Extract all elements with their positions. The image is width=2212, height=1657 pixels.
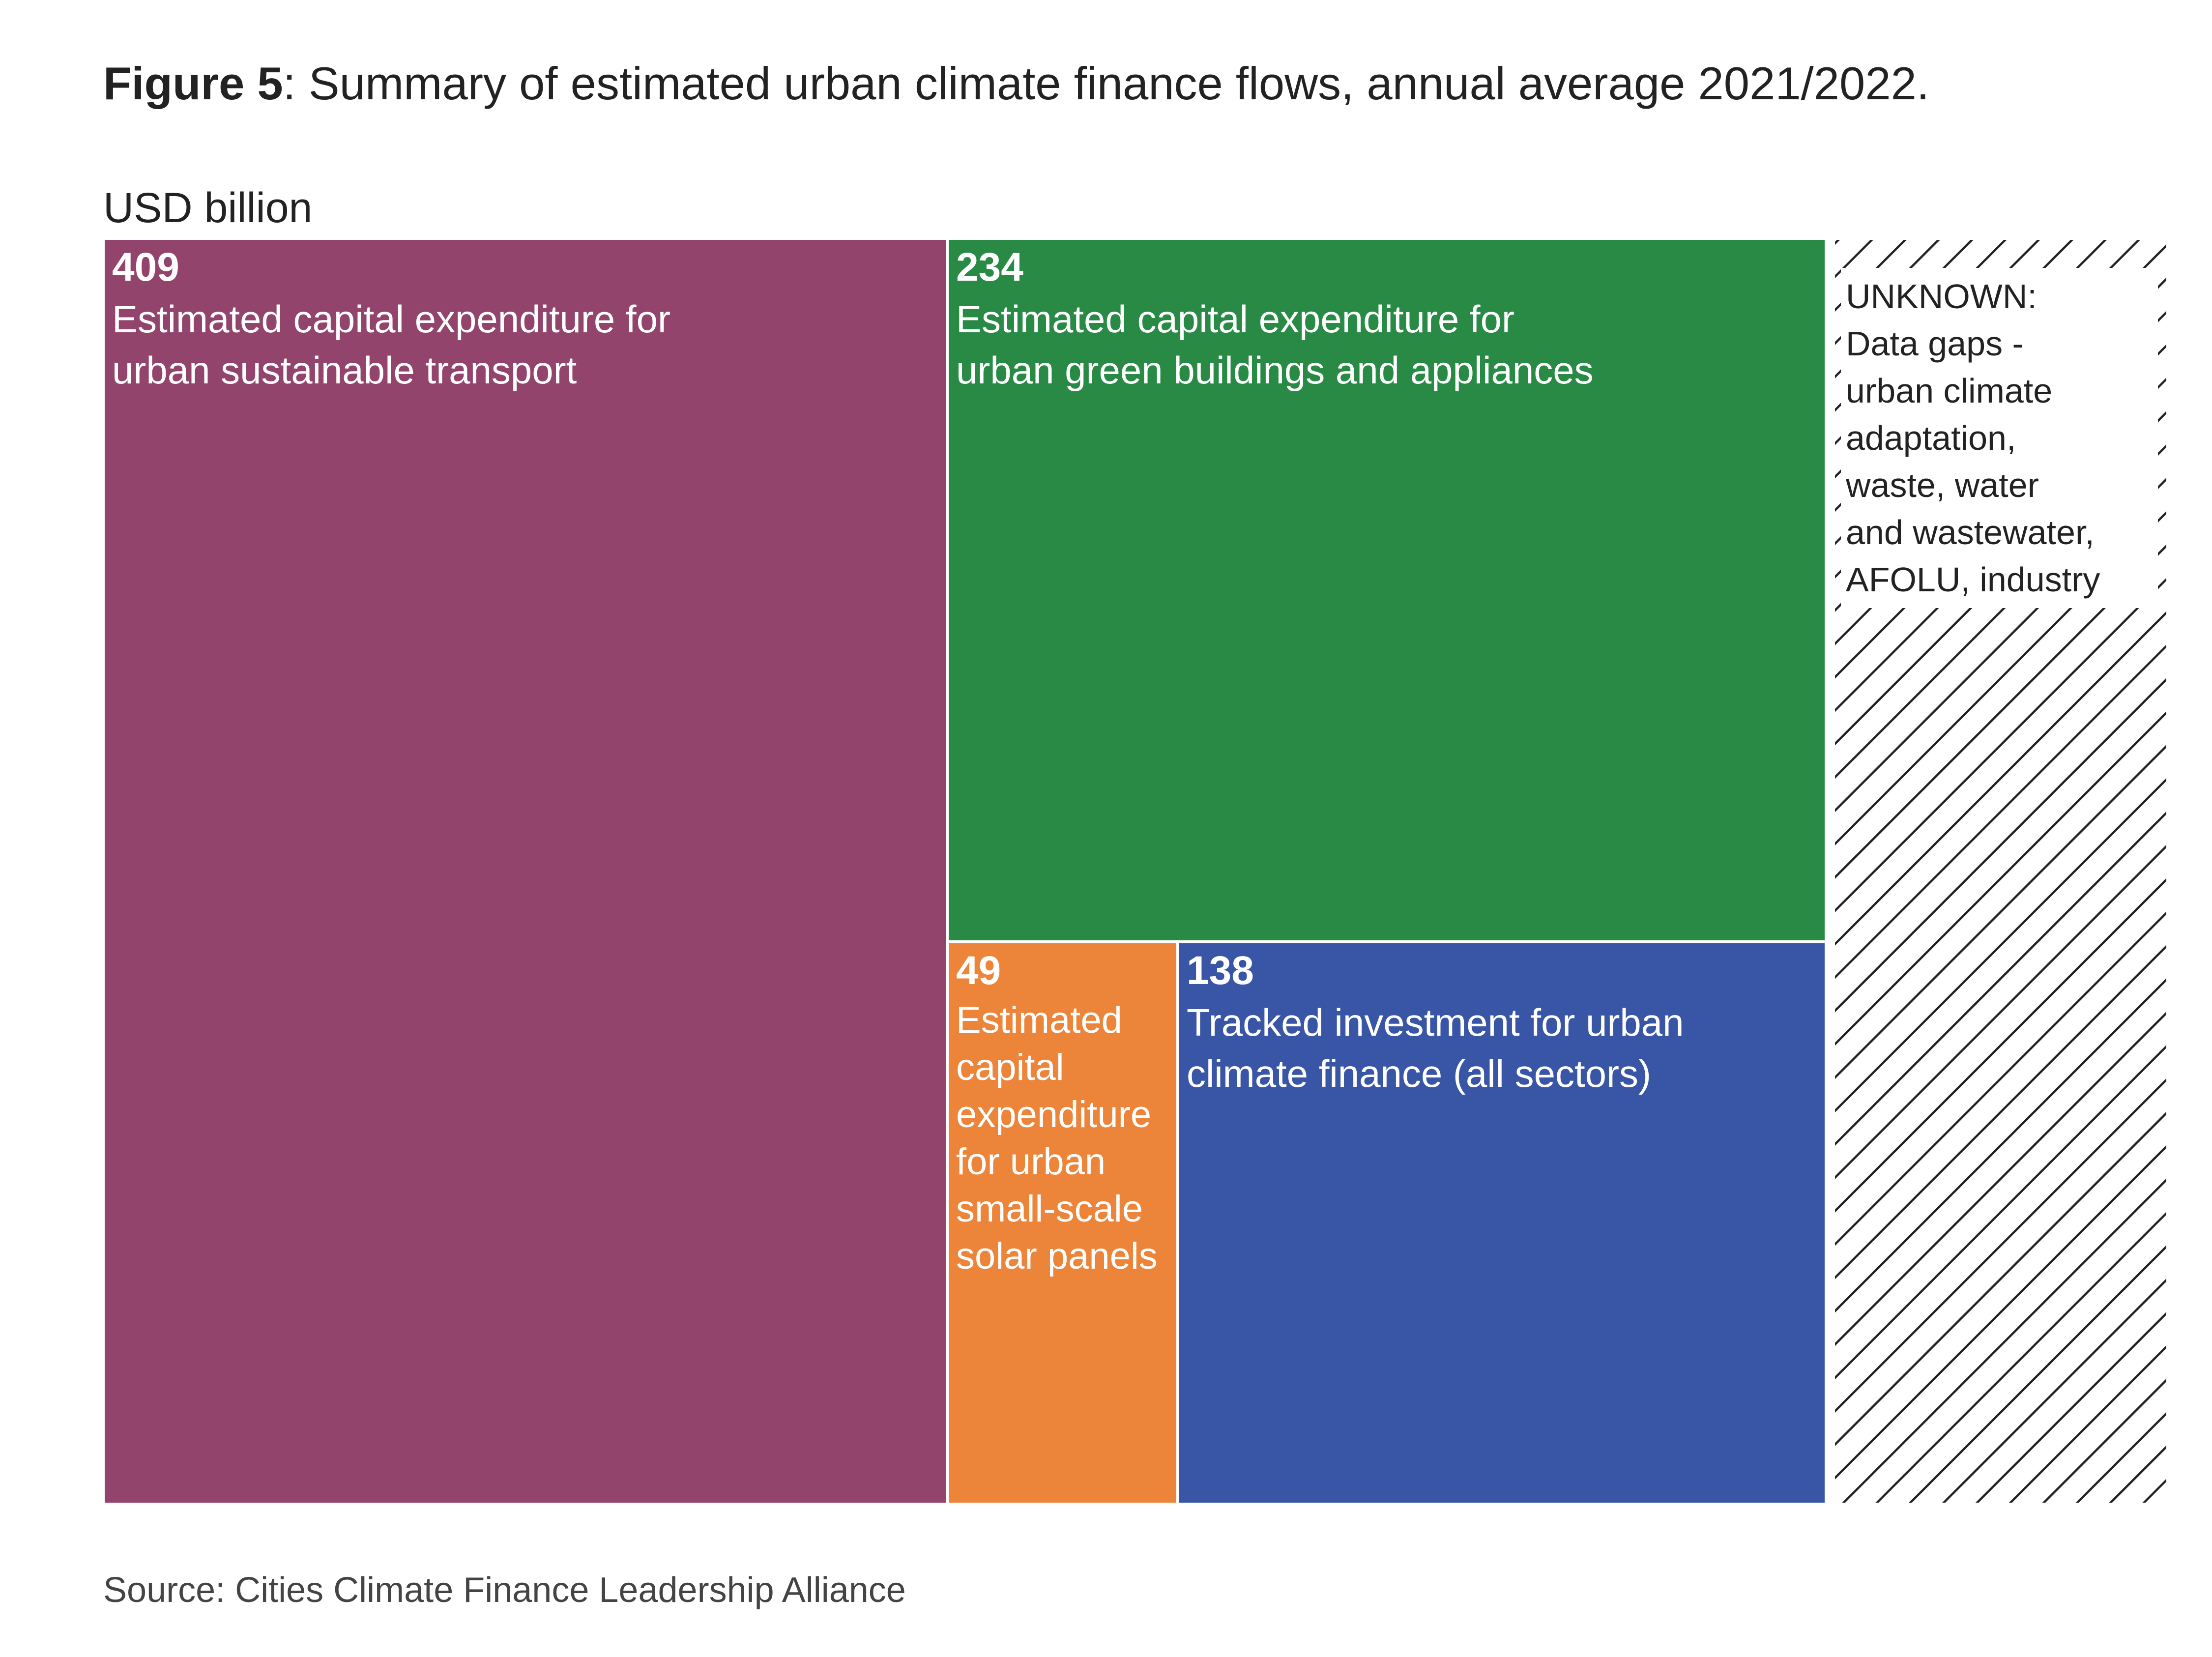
- figure-title-text: : Summary of estimated urban climate fin…: [283, 58, 1929, 109]
- tile-buildings-rect: [946, 238, 1828, 943]
- tile-buildings-value: 234: [956, 245, 1023, 290]
- tile-solar-rect: [946, 940, 1179, 1504]
- tile-solar-text: 49 Estimated capital expenditure for urb…: [956, 946, 1175, 1280]
- tile-transport-rect: [103, 238, 949, 1504]
- tile-tracked-text: 138 Tracked investment for urban climate…: [1187, 946, 1823, 1099]
- treemap-chart: 409 Estimated capital expenditure for ur…: [103, 238, 2168, 1504]
- tile-tracked-rect: [1176, 940, 1828, 1504]
- tile-tracked-value: 138: [1187, 948, 1254, 993]
- tile-solar-label: Estimated capital expenditure for urban …: [956, 999, 1158, 1277]
- unknown-description: Data gaps - urban climate adaptation, wa…: [1846, 324, 2100, 599]
- tile-tracked-label: Tracked investment for urban climate fin…: [1187, 1001, 1684, 1095]
- unknown-label-box: UNKNOWN: Data gaps - urban climate adapt…: [1841, 268, 2158, 608]
- tile-transport-text: 409 Estimated capital expenditure for ur…: [112, 242, 944, 396]
- tile-solar-value: 49: [956, 948, 1001, 993]
- source-note: Source: Cities Climate Finance Leadershi…: [103, 1570, 906, 1610]
- figure-title: Figure 5: Summary of estimated urban cli…: [103, 52, 1929, 116]
- unit-label: USD billion: [103, 184, 313, 232]
- tile-buildings-label: Estimated capital expenditure for urban …: [956, 297, 1594, 392]
- tile-buildings-text: 234 Estimated capital expenditure for ur…: [956, 242, 1823, 396]
- figure-number: Figure 5: [103, 58, 283, 109]
- tile-transport-label: Estimated capital expenditure for urban …: [112, 297, 670, 392]
- tile-transport-value: 409: [112, 245, 179, 290]
- unknown-title: UNKNOWN:: [1846, 277, 2037, 316]
